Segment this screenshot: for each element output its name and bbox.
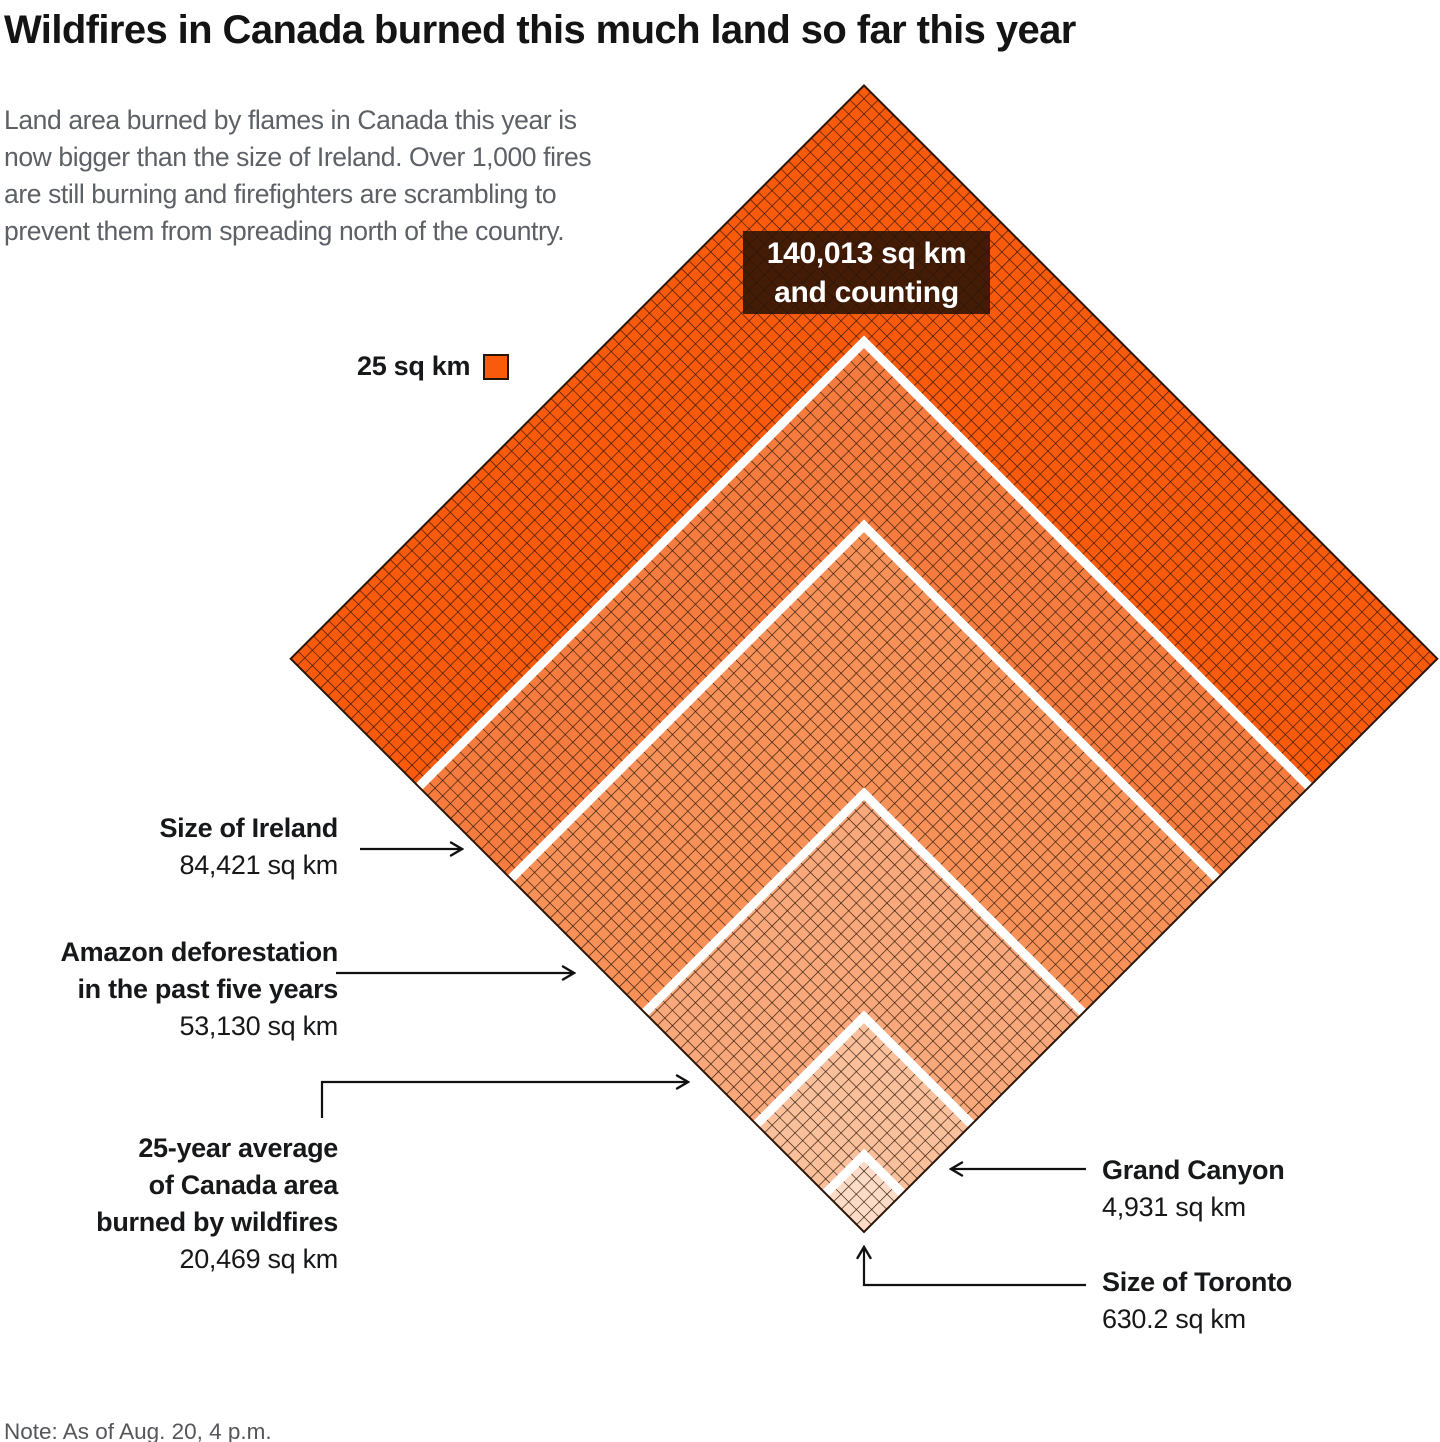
total-area-value: 140,013 sq km <box>766 236 967 270</box>
callout-ireland-value: 84,421 sq km <box>179 850 339 880</box>
callout-amazon: Amazon deforestation in the past five ye… <box>60 934 338 1045</box>
divider-grand-canyon <box>753 1010 975 1128</box>
divider-avg25 <box>641 787 1087 1016</box>
callout-arrow-toronto <box>864 1247 1086 1287</box>
callout-ireland: Size of Ireland 84,421 sq km <box>159 810 338 884</box>
callout-arrow-avg25 <box>320 1082 688 1118</box>
divider-ireland <box>415 335 1313 790</box>
subtitle-line: prevent them from spreading north of the… <box>4 216 565 246</box>
callout-avg25-name: burned by wildfires <box>96 1207 338 1237</box>
chart-footer: Note: As of Aug. 20, 4 p.m. Source: Cana… <box>4 1336 497 1442</box>
total-area-caption: and counting <box>774 275 959 309</box>
callout-ireland-name: Size of Ireland <box>159 813 338 843</box>
callout-avg25-name: 25-year average <box>138 1133 338 1163</box>
subtitle-line: Land area burned by flames in Canada thi… <box>4 105 577 135</box>
divider-amazon <box>507 519 1221 882</box>
subtitle-line: are still burning and firefighters are s… <box>4 179 557 209</box>
unit-legend-label: 25 sq km <box>357 351 471 381</box>
callout-avg25: 25-year average of Canada area burned by… <box>96 1130 338 1278</box>
callout-amazon-name: in the past five years <box>77 974 338 1004</box>
callout-toronto: Size of Toronto 630.2 sq km <box>1102 1264 1292 1338</box>
divider-toronto <box>822 1148 906 1197</box>
chart-subtitle: Land area burned by flames in Canada thi… <box>4 102 592 250</box>
callout-toronto-name: Size of Toronto <box>1102 1267 1292 1297</box>
footer-note: Note: As of Aug. 20, 4 p.m. <box>4 1419 272 1442</box>
callout-toronto-value: 630.2 sq km <box>1102 1304 1246 1334</box>
unit-legend: 25 sq km <box>357 351 510 382</box>
subtitle-line: now bigger than the size of Ireland. Ove… <box>4 142 592 172</box>
callout-grand-canyon-name: Grand Canyon <box>1102 1155 1285 1185</box>
callout-amazon-name: Amazon deforestation <box>60 937 338 967</box>
callout-amazon-value: 53,130 sq km <box>179 1011 339 1041</box>
callout-grand-canyon: Grand Canyon 4,931 sq km <box>1102 1152 1285 1226</box>
total-area-badge: 140,013 sq km and counting <box>743 231 990 314</box>
callout-grand-canyon-value: 4,931 sq km <box>1102 1192 1246 1222</box>
unit-legend-swatch-icon <box>483 353 510 380</box>
callout-avg25-value: 20,469 sq km <box>179 1244 339 1274</box>
page-title: Wildfires in Canada burned this much lan… <box>4 8 1076 52</box>
callout-avg25-name: of Canada area <box>148 1170 339 1200</box>
chart-outline <box>289 83 1439 1234</box>
